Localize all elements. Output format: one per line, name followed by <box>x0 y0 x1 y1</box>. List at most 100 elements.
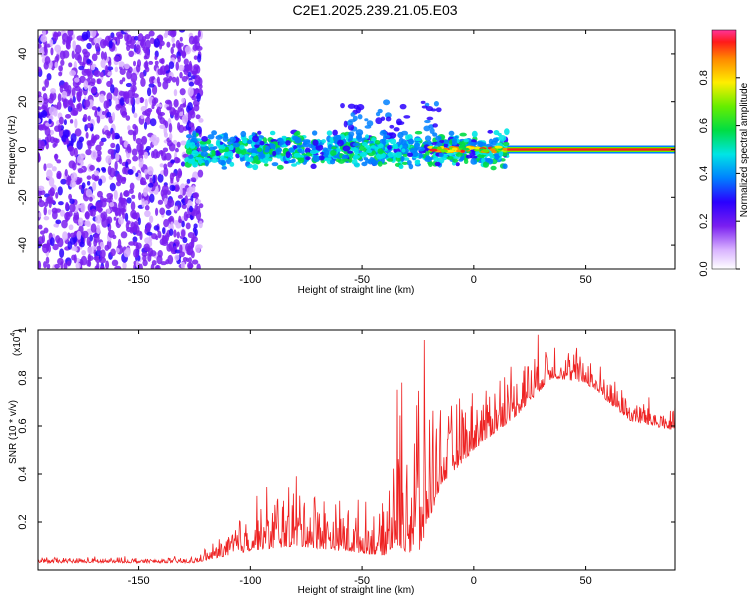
noise-cell <box>64 169 68 177</box>
noise-cell <box>152 139 159 146</box>
band-cell <box>487 129 494 134</box>
noise-cell <box>86 68 92 77</box>
band-cell <box>294 136 302 144</box>
noise-cell <box>127 89 133 99</box>
noise-cell <box>135 242 142 250</box>
band-cell <box>379 143 384 149</box>
noise-cell <box>67 85 72 94</box>
noise-cell <box>83 80 89 90</box>
noise-cell <box>57 257 64 266</box>
noise-cell <box>153 38 160 48</box>
noise-cell <box>93 70 101 78</box>
band-cell <box>204 159 210 167</box>
noise-cell <box>68 98 73 108</box>
noise-cell <box>144 200 149 206</box>
band-cell <box>348 131 355 137</box>
noise-cell <box>171 36 175 43</box>
band-cell <box>409 147 418 153</box>
band-cell <box>355 129 364 136</box>
noise-cell <box>146 231 153 236</box>
spectrogram-xlabel: Height of straight line (km) <box>298 285 415 296</box>
band-cell <box>498 134 507 142</box>
band-cell <box>414 159 421 166</box>
noise-cell <box>91 53 98 62</box>
spectrogram-ylabel: Frequency (Hz) <box>7 116 18 185</box>
noise-cell <box>135 172 139 177</box>
band-cell <box>222 135 229 142</box>
snr-xlabel: Height of straight line (km) <box>298 585 415 596</box>
noise-cell <box>183 58 189 66</box>
band-cell <box>345 120 354 126</box>
noise-cell <box>172 108 177 115</box>
noise-cell <box>54 61 58 69</box>
band-cell <box>427 140 432 146</box>
noise-cell <box>181 97 186 104</box>
noise-cell <box>155 235 159 241</box>
noise-cell <box>88 37 93 42</box>
band-cell <box>356 104 365 111</box>
noise-cell <box>173 156 180 164</box>
noise-cell <box>168 123 173 133</box>
band-cell <box>377 160 383 167</box>
noise-cell <box>49 237 55 247</box>
band-cell <box>420 100 426 104</box>
spectrogram-y-tick-label: 0 <box>17 146 29 152</box>
noise-cell <box>46 195 54 204</box>
band-cell <box>297 157 305 164</box>
noise-cell <box>66 260 72 267</box>
band-cell <box>220 145 226 150</box>
noise-cell <box>161 151 167 161</box>
noise-cell <box>135 64 141 73</box>
noise-cell <box>69 180 77 188</box>
band-cell <box>296 144 303 148</box>
band-cell <box>254 143 261 149</box>
snr-scale-base: (x10 <box>12 336 23 356</box>
band-cell <box>424 135 432 142</box>
noise-cell <box>125 82 132 88</box>
noise-cell <box>133 35 139 41</box>
noise-cell <box>157 173 164 183</box>
band-cell <box>405 134 410 141</box>
noise-cell <box>187 86 194 97</box>
noise-cell <box>95 215 102 224</box>
snr-x-tick-label: -100 <box>239 575 261 587</box>
band-cell <box>358 145 365 152</box>
snr-x-ticks: -150 -100 -50 0 50 <box>128 330 592 587</box>
noise-cell <box>125 161 129 168</box>
noise-cell <box>197 53 202 63</box>
band-cell <box>440 148 446 152</box>
noise-cell <box>99 39 107 49</box>
noise-cell <box>93 37 100 44</box>
noise-cell <box>119 97 125 106</box>
noise-cell <box>115 143 120 154</box>
noise-cell <box>193 80 201 86</box>
noise-cell <box>127 125 131 131</box>
noise-cell <box>40 35 48 43</box>
noise-cell <box>135 96 141 105</box>
noise-cell <box>44 127 51 137</box>
noise-cell <box>149 118 157 127</box>
noise-cell <box>88 99 94 108</box>
noise-cell <box>145 39 151 50</box>
noise-cell <box>184 64 189 70</box>
colorbar-tick-label: 0.8 <box>698 70 710 85</box>
band-cell <box>187 156 195 164</box>
noise-cell <box>143 151 149 159</box>
noise-cell <box>131 148 138 156</box>
band-cell <box>326 130 333 136</box>
noise-cell <box>166 41 171 48</box>
noise-cell <box>193 223 198 229</box>
noise-cell <box>111 111 116 122</box>
noise-cell <box>125 222 130 230</box>
band-cell <box>235 152 241 159</box>
noise-cell <box>138 263 143 269</box>
noise-cell <box>76 103 81 110</box>
noise-cell <box>44 78 50 88</box>
noise-cell <box>51 166 57 172</box>
noise-cell <box>164 30 169 36</box>
noise-cell <box>70 172 78 182</box>
noise-cell <box>167 198 175 208</box>
noise-cell <box>155 207 159 217</box>
noise-cell <box>123 249 131 258</box>
colorbar-tick-label: 0.0 <box>698 261 710 276</box>
